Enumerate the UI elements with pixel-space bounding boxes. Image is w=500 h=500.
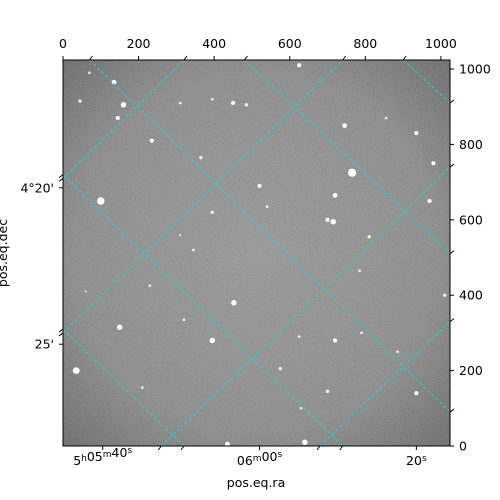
sky-image xyxy=(63,60,450,446)
grid-edge-tick xyxy=(58,177,64,182)
star-4 xyxy=(116,324,123,330)
world-axis-ticks: 5h05m40s 06m00s 20s 4°20' 25' xyxy=(20,55,455,468)
star-29 xyxy=(297,63,302,68)
grid-edge-tick xyxy=(157,445,162,451)
star-1 xyxy=(120,102,127,108)
grid-edge-tick xyxy=(449,318,455,323)
star-36 xyxy=(88,71,91,75)
pixel-axis-ticks: 0 200 400 600 800 1000 0 200 400 600 800 1000 xyxy=(59,36,491,454)
star-3 xyxy=(149,138,154,143)
star-7 xyxy=(78,99,82,103)
star-34 xyxy=(358,269,362,273)
grid-edge-tick xyxy=(244,55,248,61)
grid-edge-tick xyxy=(402,55,407,61)
y-axis-label: pos.eq.dec xyxy=(0,219,10,287)
grid-edge-tick xyxy=(342,55,347,61)
star-13 xyxy=(209,337,216,344)
ra-tick-label: 06m00s xyxy=(237,449,283,468)
grid-line-2 xyxy=(63,60,344,334)
star-40 xyxy=(299,406,303,410)
star-45 xyxy=(179,233,182,236)
grid-edge-tick xyxy=(339,445,344,451)
grid-edge-tick xyxy=(58,328,64,333)
star-27 xyxy=(302,439,308,445)
dec-tick-label: 4°20' xyxy=(20,180,54,195)
star-0 xyxy=(97,197,105,205)
top-tick-label: 200 xyxy=(127,36,151,51)
star-10 xyxy=(231,100,236,106)
star-37 xyxy=(384,116,388,120)
grid-edge-tick xyxy=(449,408,455,413)
coordinate-grid xyxy=(63,60,450,446)
ra-tick-label: 20s xyxy=(406,453,427,468)
star-35 xyxy=(178,101,182,105)
dec-tick-label: 25' xyxy=(35,337,54,352)
top-tick-label: 1000 xyxy=(425,36,457,51)
star-21 xyxy=(431,161,436,166)
star-16 xyxy=(348,168,357,177)
grid-line-6 xyxy=(63,174,344,446)
right-tick-label: 200 xyxy=(459,363,483,378)
x-axis-label: pos.eq.ra xyxy=(227,475,285,490)
star-5 xyxy=(72,367,80,375)
plot-frame xyxy=(62,59,451,447)
star-17 xyxy=(332,192,338,198)
right-tick-label: 800 xyxy=(459,137,483,152)
grid-edge-tick xyxy=(180,445,185,451)
star-38 xyxy=(141,386,144,389)
star-31 xyxy=(148,284,152,288)
grid-edge-tick xyxy=(449,99,455,104)
star-18 xyxy=(342,123,347,128)
star-9 xyxy=(199,155,203,160)
star-8 xyxy=(210,210,214,214)
grid-line-0 xyxy=(89,60,450,413)
star-14 xyxy=(330,218,336,225)
star-42 xyxy=(192,248,195,252)
star-25 xyxy=(414,391,419,396)
star-47 xyxy=(84,290,87,293)
star-39 xyxy=(278,367,283,371)
star-11 xyxy=(257,183,262,188)
star-43 xyxy=(265,205,269,208)
right-tick-label: 600 xyxy=(459,212,483,227)
grid-edge-tick xyxy=(316,445,321,451)
grid-edge-tick xyxy=(449,250,455,255)
star-2 xyxy=(115,116,120,121)
ra-tick-label: 5h05m40s xyxy=(73,445,132,468)
star-26 xyxy=(325,389,330,394)
grid-edge-tick xyxy=(58,332,64,337)
star-field xyxy=(72,63,447,446)
grid-edge-tick xyxy=(58,174,64,178)
top-tick-label: 600 xyxy=(278,36,302,51)
right-tick-label: 0 xyxy=(459,439,467,454)
top-tick-label: 800 xyxy=(353,36,377,51)
star-33 xyxy=(297,335,301,339)
star-46 xyxy=(210,97,214,101)
grid-edge-tick xyxy=(449,163,455,168)
star-20 xyxy=(414,131,419,136)
star-41 xyxy=(360,331,363,335)
grid-edge-tick xyxy=(183,55,188,61)
star-24 xyxy=(333,338,338,343)
right-tick-label: 1000 xyxy=(459,62,491,77)
star-15 xyxy=(325,217,330,222)
grid-line-5 xyxy=(63,328,185,446)
star-23 xyxy=(443,293,447,297)
star-12 xyxy=(231,300,237,306)
grid-edge-tick xyxy=(89,55,93,61)
star-30 xyxy=(244,103,248,107)
grid-line-1 xyxy=(63,60,185,179)
grid-line-4 xyxy=(319,321,450,446)
star-22 xyxy=(427,198,432,204)
top-tick-label: 0 xyxy=(59,36,67,51)
star-44 xyxy=(396,350,399,354)
star-32 xyxy=(182,318,186,322)
grid-line-3 xyxy=(160,166,450,446)
right-tick-label: 400 xyxy=(459,288,483,303)
top-tick-label: 400 xyxy=(202,36,226,51)
star-28 xyxy=(225,441,230,446)
star-19 xyxy=(367,235,371,239)
